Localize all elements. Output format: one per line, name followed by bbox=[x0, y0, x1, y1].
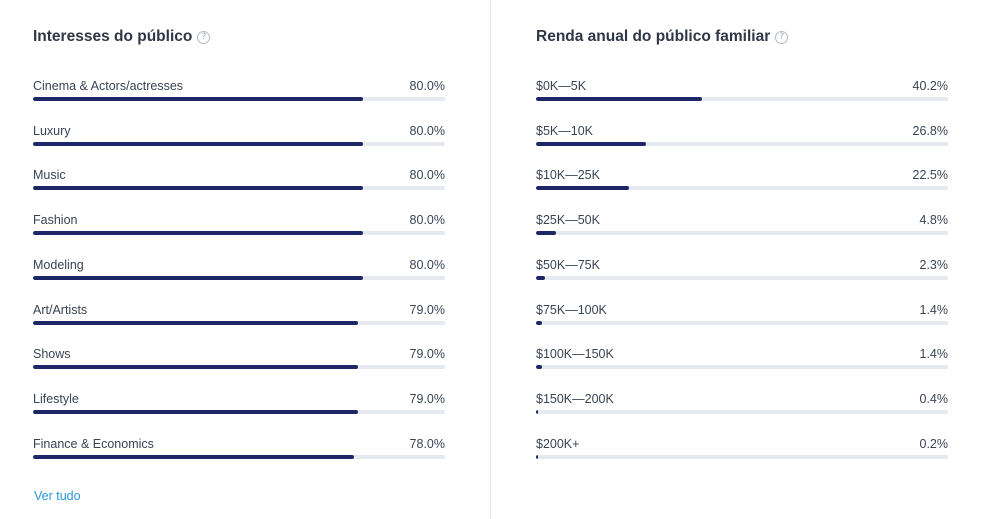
progress-track bbox=[33, 231, 445, 236]
item-label: $10K—25K bbox=[536, 168, 600, 183]
item-label: Modeling bbox=[33, 257, 84, 272]
progress-fill bbox=[33, 141, 363, 146]
item-label: $0K—5K bbox=[536, 79, 587, 93]
item-label: $50K—75K bbox=[536, 257, 600, 272]
help-icon[interactable]: ? bbox=[775, 30, 789, 44]
item-value: 80.0% bbox=[409, 79, 445, 93]
item-value: 79.0% bbox=[409, 391, 445, 406]
list-item: $0K—5K 40.2% bbox=[536, 79, 948, 103]
list-item: Modeling 80.0% bbox=[33, 258, 445, 282]
progress-fill bbox=[33, 454, 354, 459]
progress-fill bbox=[536, 275, 545, 280]
progress-fill bbox=[33, 365, 358, 370]
progress-track bbox=[536, 409, 948, 414]
item-value: 79.0% bbox=[409, 302, 445, 317]
progress-track bbox=[536, 320, 948, 325]
item-value: 80.0% bbox=[409, 168, 445, 183]
see-all-link[interactable]: Ver tudo bbox=[34, 489, 81, 503]
item-label: Music bbox=[33, 168, 66, 183]
progress-track bbox=[33, 97, 445, 101]
item-label: Shows bbox=[33, 347, 71, 362]
progress-track bbox=[33, 275, 445, 280]
progress-fill bbox=[33, 275, 363, 280]
progress-fill bbox=[536, 97, 702, 101]
progress-track bbox=[536, 454, 948, 459]
progress-fill bbox=[536, 409, 538, 414]
item-value: 2.3% bbox=[919, 257, 949, 272]
list-item: $150K—200K 0.4% bbox=[536, 392, 948, 416]
progress-track bbox=[536, 141, 948, 146]
item-value: 80.0% bbox=[409, 257, 445, 272]
progress-track bbox=[536, 97, 948, 101]
interests-header: Interesses do público ? bbox=[33, 27, 211, 47]
item-label: $150K—200K bbox=[536, 391, 614, 406]
item-label: $25K—50K bbox=[536, 213, 600, 228]
progress-track bbox=[536, 365, 948, 370]
item-value: 26.8% bbox=[912, 123, 948, 138]
progress-track bbox=[536, 186, 948, 191]
item-value: 4.8% bbox=[919, 213, 949, 228]
list-item: Cinema & Actors/actresses 80.0% bbox=[33, 79, 445, 103]
help-icon[interactable]: ? bbox=[197, 30, 211, 44]
item-label: Fashion bbox=[33, 213, 78, 228]
list-item: $50K—75K 2.3% bbox=[536, 258, 948, 282]
item-label: Cinema & Actors/actresses bbox=[33, 79, 184, 93]
progress-track bbox=[33, 141, 445, 146]
list-item: $25K—50K 4.8% bbox=[536, 213, 948, 237]
item-label: $100K—150K bbox=[536, 347, 614, 362]
list-item: Shows 79.0% bbox=[33, 347, 445, 371]
item-value: 79.0% bbox=[409, 347, 445, 362]
progress-track bbox=[536, 231, 948, 236]
item-value: 40.2% bbox=[912, 79, 948, 93]
list-item: Lifestyle 79.0% bbox=[33, 392, 445, 416]
item-value: 80.0% bbox=[409, 123, 445, 138]
item-value: 80.0% bbox=[409, 213, 445, 228]
list-item: Finance & Economics 78.0% bbox=[33, 437, 445, 461]
item-value: 22.5% bbox=[912, 168, 948, 183]
progress-fill bbox=[33, 409, 358, 414]
item-value: 1.4% bbox=[919, 302, 949, 317]
list-item: Music 80.0% bbox=[33, 168, 445, 192]
progress-fill bbox=[536, 141, 646, 146]
item-label: Finance & Economics bbox=[33, 436, 154, 451]
progress-track bbox=[33, 186, 445, 191]
progress-track bbox=[33, 365, 445, 370]
progress-track bbox=[536, 275, 948, 280]
item-label: $200K+ bbox=[536, 436, 580, 451]
progress-fill bbox=[33, 186, 363, 191]
progress-fill bbox=[33, 97, 363, 101]
list-item: $5K—10K 26.8% bbox=[536, 124, 948, 148]
list-item: Fashion 80.0% bbox=[33, 213, 445, 237]
progress-fill bbox=[536, 231, 556, 236]
panel-divider bbox=[490, 0, 491, 519]
progress-fill bbox=[536, 454, 538, 459]
progress-track bbox=[33, 454, 445, 459]
list-item: Art/Artists 79.0% bbox=[33, 303, 445, 327]
item-label: Luxury bbox=[33, 123, 71, 138]
progress-track bbox=[33, 409, 445, 414]
item-label: Art/Artists bbox=[33, 302, 88, 317]
item-value: 0.2% bbox=[919, 436, 949, 451]
progress-fill bbox=[536, 320, 542, 325]
list-item: $75K—100K 1.4% bbox=[536, 303, 948, 327]
list-item: Luxury 80.0% bbox=[33, 124, 445, 148]
list-item: $200K+ 0.2% bbox=[536, 437, 948, 461]
list-item: $10K—25K 22.5% bbox=[536, 168, 948, 192]
progress-fill bbox=[536, 365, 542, 370]
interests-title: Interesses do público bbox=[33, 28, 193, 45]
item-label: Lifestyle bbox=[33, 391, 79, 406]
item-label: $75K—100K bbox=[536, 302, 607, 317]
progress-track bbox=[33, 320, 445, 325]
item-value: 0.4% bbox=[919, 391, 949, 406]
item-value: 78.0% bbox=[409, 436, 445, 451]
item-value: 1.4% bbox=[919, 347, 949, 362]
list-item: $100K—150K 1.4% bbox=[536, 347, 948, 371]
progress-fill bbox=[536, 186, 629, 191]
progress-fill bbox=[33, 231, 363, 236]
progress-fill bbox=[33, 320, 358, 325]
income-title: Renda anual do público familiar bbox=[536, 28, 771, 45]
item-label: $5K—10K bbox=[536, 123, 593, 138]
income-header: Renda anual do público familiar ? bbox=[536, 27, 789, 47]
